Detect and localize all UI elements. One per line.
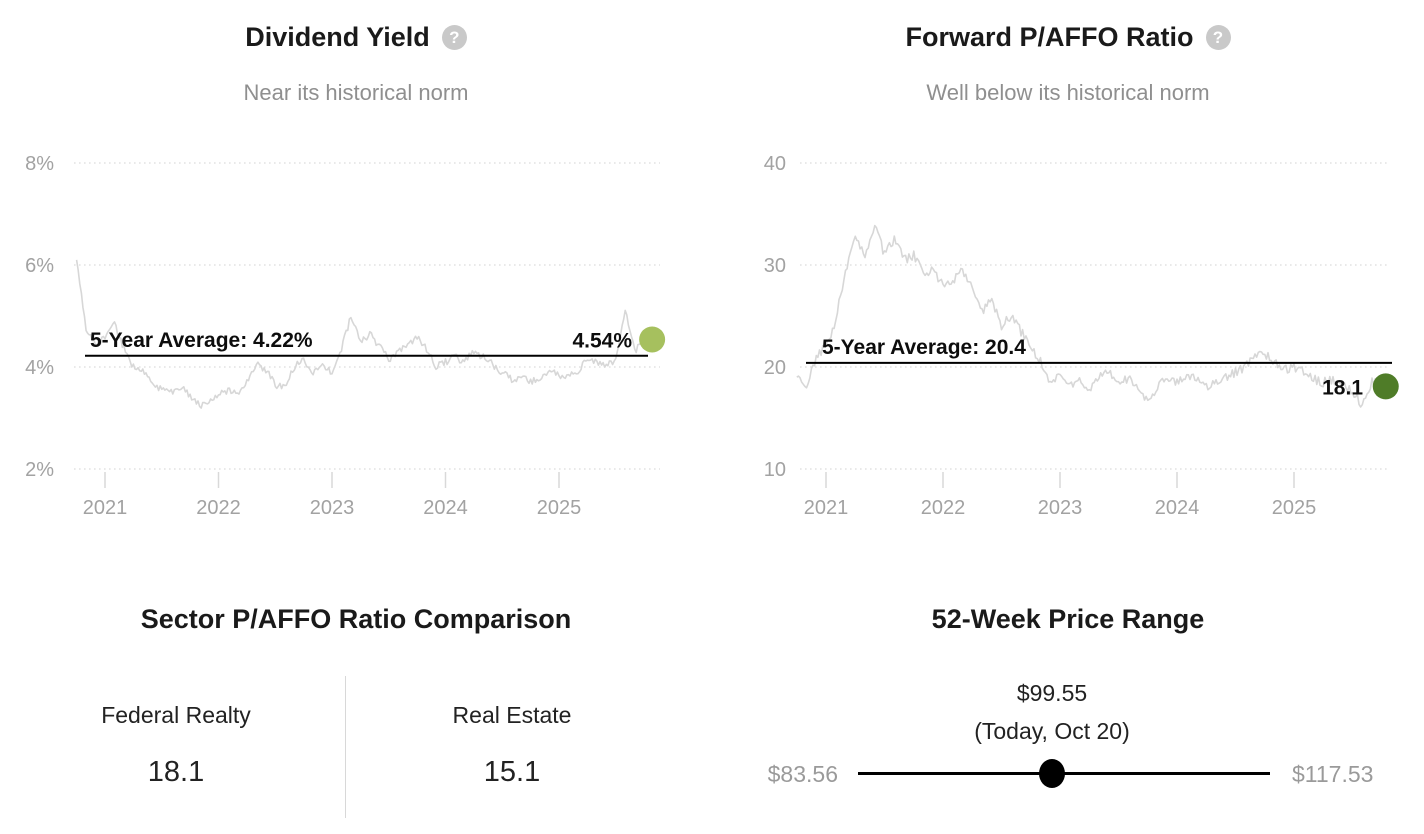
comparison-column-value: 18.1 <box>147 756 205 788</box>
x-axis-label: 2022 <box>921 497 966 519</box>
x-axis-label: 2022 <box>196 497 241 519</box>
series-line <box>796 224 1383 408</box>
column-divider <box>345 676 346 818</box>
y-axis-label: 4% <box>25 357 54 379</box>
x-axis-label: 2021 <box>804 497 849 519</box>
y-axis-label: 10 <box>764 459 786 481</box>
x-axis-label: 2024 <box>423 497 468 519</box>
x-axis-label: 2025 <box>537 497 582 519</box>
help-icon[interactable]: ? <box>441 25 467 50</box>
series-line <box>75 259 645 409</box>
current-value-label: 4.54% <box>572 329 632 352</box>
x-axis-label: 2024 <box>1155 497 1200 519</box>
x-axis-label: 2021 <box>83 497 128 519</box>
y-axis-label: 20 <box>764 357 786 379</box>
average-label: 5-Year Average: 20.4 <box>822 336 1026 359</box>
paffo-ratio-subtitle: Well below its historical norm <box>926 80 1210 105</box>
dividend-yield-title: Dividend Yield <box>245 22 430 52</box>
paffo-ratio-plot: 40 30 20 10 2021 2022 2023 2024 2025 5-Year Avera… <box>764 153 1399 519</box>
paffo-ratio-title-row: Forward P/AFFO Ratio ? <box>712 22 1424 53</box>
current-value-dot <box>639 326 666 353</box>
range-low-label: $83.56 <box>767 761 838 787</box>
comparison-column-label: Federal Realty <box>101 702 251 728</box>
price-range-panel: 52-Week Price Range $99.55 (Today, Oct 2… <box>712 560 1424 834</box>
range-high-label: $117.53 <box>1292 761 1374 787</box>
average-label: 5-Year Average: 4.22% <box>90 329 313 352</box>
current-price-label: $99.55 <box>1016 680 1088 706</box>
dividend-yield-title-row: Dividend Yield ? <box>0 22 712 53</box>
sector-comparison-title: Sector P/AFFO Ratio Comparison <box>140 604 572 634</box>
sector-comparison-panel: Sector P/AFFO Ratio Comparison Federal R… <box>0 560 712 834</box>
x-axis-label: 2023 <box>310 497 355 519</box>
y-axis-label: 6% <box>25 255 54 277</box>
comparison-column-value: 15.1 <box>483 756 541 788</box>
comparison-column-label: Real Estate <box>452 702 572 728</box>
y-axis-label: 2% <box>25 459 54 481</box>
y-axis-label: 8% <box>25 153 54 175</box>
paffo-ratio-panel: Forward P/AFFO Ratio ? Well below its hi… <box>712 0 1424 560</box>
paffo-ratio-title: Forward P/AFFO Ratio <box>905 22 1194 52</box>
price-range-dot <box>1038 759 1065 788</box>
x-axis-label: 2025 <box>1272 497 1317 519</box>
help-icon[interactable]: ? <box>1205 25 1231 50</box>
dividend-yield-plot: 8% 6% 4% 2% 2021 2022 2023 2024 2025 5-Year Avera… <box>25 153 666 519</box>
current-value-label: 18.1 <box>1322 376 1363 399</box>
x-axis-label: 2023 <box>1038 497 1083 519</box>
y-axis-label: 40 <box>764 153 786 175</box>
dividend-yield-panel: Dividend Yield ? Near its historical nor… <box>0 0 712 560</box>
price-range-title: 52-Week Price Range <box>931 604 1205 634</box>
y-axis-label: 30 <box>764 255 786 277</box>
current-price-date: (Today, Oct 20) <box>974 718 1130 744</box>
dividend-yield-subtitle: Near its historical norm <box>243 80 469 105</box>
current-value-dot <box>1372 373 1399 400</box>
